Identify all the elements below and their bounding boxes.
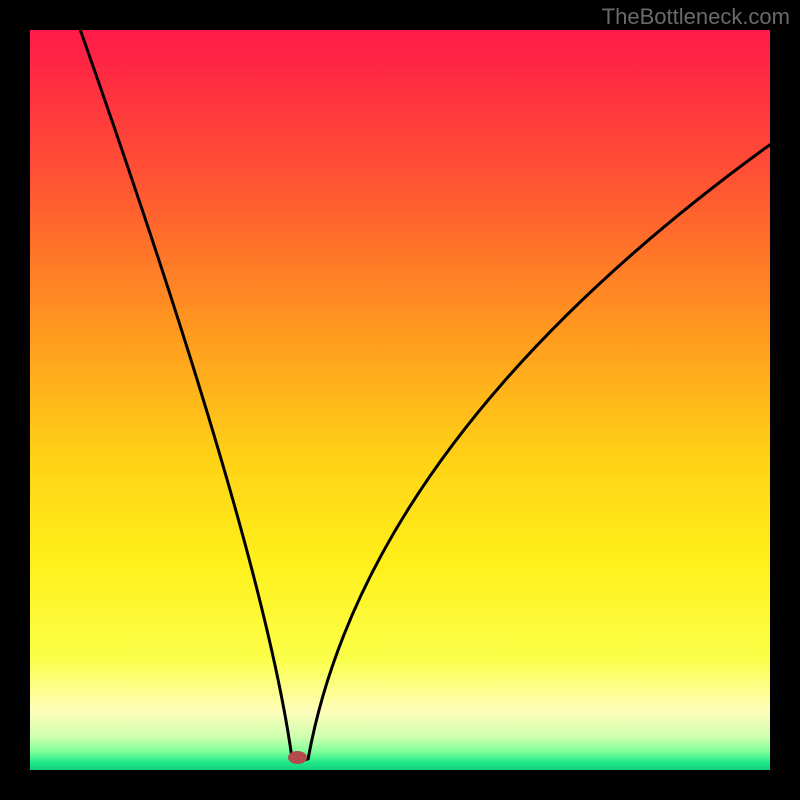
chart-container: TheBottleneck.com [0, 0, 800, 800]
v-curve [80, 30, 770, 760]
plot-area [30, 30, 770, 770]
curve-layer [30, 30, 770, 770]
watermark-text: TheBottleneck.com [602, 4, 790, 30]
